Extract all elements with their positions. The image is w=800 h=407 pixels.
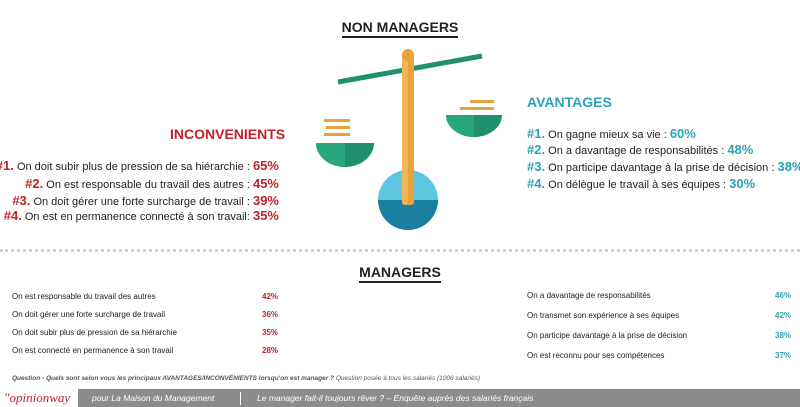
question-note: Question - Quels sont selon vous les pri… — [12, 375, 481, 382]
manager-pros-label: On transmet son expérience à ses équipes — [527, 311, 680, 320]
manager-cons-label: On doit subir plus de pression de sa hié… — [12, 328, 177, 337]
manager-pros-value: 38% — [775, 331, 792, 340]
pros-heading: AVANTAGES — [527, 94, 612, 110]
pros-item: #4. On délègue le travail à ses équipes … — [527, 176, 756, 191]
manager-cons-label: On est responsable du travail des autres — [12, 292, 156, 301]
right-pan — [446, 100, 502, 137]
manager-cons-label: On est connecté en permanence à son trav… — [12, 346, 174, 355]
manager-pros-value: 37% — [775, 351, 792, 360]
manager-cons-value: 42% — [262, 292, 279, 301]
pros-item: #1. On gagne mieux sa vie : 60% — [527, 126, 696, 141]
section-divider — [0, 249, 800, 252]
opinionway-logo: "opinionway — [4, 390, 71, 405]
manager-pros-value: 42% — [775, 311, 792, 320]
pros-item: #2. On a davantage de responsabilités : … — [527, 142, 754, 157]
non-managers-title: NON MANAGERS — [0, 19, 800, 38]
manager-cons-label: On doit gérer une forte surcharge de tra… — [12, 310, 165, 319]
left-pan — [316, 119, 374, 167]
cons-heading: INCONVENIENTS — [170, 126, 286, 142]
manager-cons-value: 28% — [262, 346, 279, 355]
cons-item: #4. On est en permanence connecté à son … — [3, 208, 279, 223]
cons-item: #2. On est responsable du travail des au… — [25, 176, 279, 191]
manager-cons-value: 35% — [262, 328, 279, 337]
footer-client: pour La Maison du Management — [92, 393, 215, 403]
manager-pros-label: On participe davantage à la prise de déc… — [527, 331, 688, 340]
footer-bar — [0, 389, 800, 407]
footer-study: Le manager fait-il toujours rêver ? – En… — [257, 393, 534, 403]
brand-box — [0, 389, 78, 407]
managers-title: MANAGERS — [0, 264, 800, 283]
cons-item: #3. On doit gérer une forte surcharge de… — [12, 193, 279, 208]
manager-pros-label: On est reconnu pour ses compétences — [527, 351, 665, 360]
cons-item: #1. On doit subir plus de pression de sa… — [0, 158, 279, 173]
manager-pros-label: On a davantage de responsabilités — [527, 291, 651, 300]
manager-pros-value: 46% — [775, 291, 792, 300]
footer-separator — [240, 392, 241, 405]
pros-item: #3. On participe davantage à la prise de… — [527, 159, 800, 174]
manager-cons-value: 36% — [262, 310, 279, 319]
balance-scale-icon — [316, 49, 502, 230]
